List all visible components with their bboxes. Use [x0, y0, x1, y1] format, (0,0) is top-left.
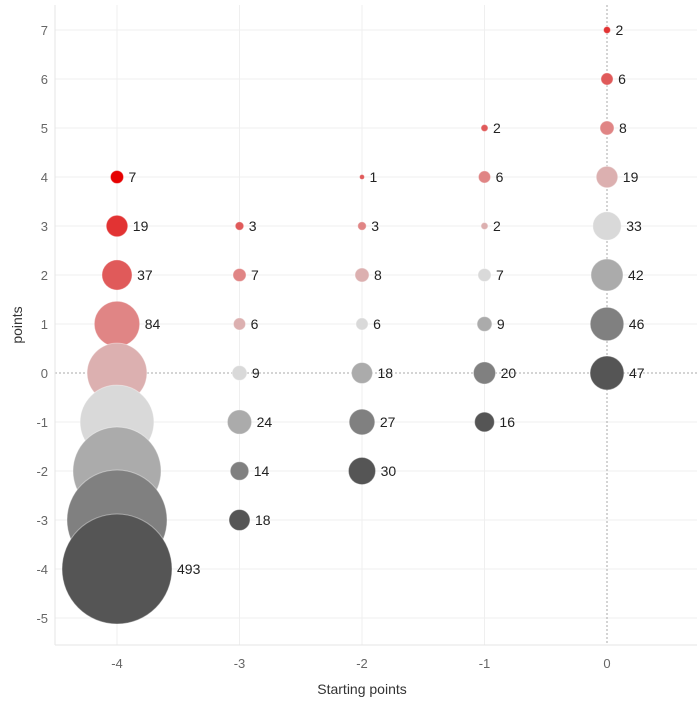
bubble	[589, 355, 625, 391]
bubble-label: 6	[251, 316, 259, 332]
bubble-label: 6	[496, 169, 504, 185]
bubble-label: 47	[629, 365, 645, 381]
y-tick-label: 7	[41, 23, 48, 38]
bubble-label: 42	[628, 267, 644, 283]
bubble-label: 24	[257, 414, 273, 430]
bubble-label: 30	[381, 463, 397, 479]
bubble-label: 2	[616, 22, 624, 38]
bubble	[354, 267, 370, 283]
x-tick-label: -4	[111, 656, 123, 671]
x-tick-label: -3	[234, 656, 246, 671]
bubble-label: 18	[255, 512, 271, 528]
bubble	[109, 169, 125, 185]
bubble	[472, 361, 497, 385]
bubble	[477, 267, 492, 283]
y-tick-label: 1	[41, 317, 48, 332]
bubble	[599, 120, 615, 136]
bubble	[350, 361, 374, 385]
y-tick-label: 0	[41, 366, 48, 381]
bubble	[105, 214, 129, 238]
bubble-label: 84	[145, 316, 161, 332]
bubble-label: 14	[254, 463, 270, 479]
bubble	[357, 221, 367, 231]
bubble	[232, 267, 247, 283]
bubble	[226, 409, 253, 435]
data-labels: 7193784493376924141813861827302627920162…	[129, 22, 645, 577]
bubble	[93, 300, 141, 348]
y-tick-label: -4	[36, 562, 48, 577]
bubble	[600, 72, 614, 86]
x-tick-label: -1	[479, 656, 491, 671]
y-tick-label: 2	[41, 268, 48, 283]
x-tick-label: 0	[603, 656, 610, 671]
bubble-label: 9	[252, 365, 260, 381]
bubble	[359, 174, 365, 180]
x-axis-ticks: -4 -3 -2 -1 0	[111, 656, 610, 671]
bubble-label: 6	[618, 71, 626, 87]
y-tick-label: -2	[36, 464, 48, 479]
bubble-label: 1	[369, 169, 377, 185]
bubble	[480, 123, 489, 133]
x-axis-title: Starting points	[317, 681, 407, 697]
y-tick-label: 3	[41, 219, 48, 234]
bubble-label: 37	[137, 267, 153, 283]
bubble	[476, 316, 493, 332]
bubble	[347, 456, 377, 486]
bubble	[348, 408, 376, 436]
bubble	[480, 221, 489, 231]
y-tick-label: -1	[36, 415, 48, 430]
y-tick-label: 4	[41, 170, 48, 185]
bubble	[592, 211, 622, 241]
y-tick-label: -5	[36, 611, 48, 626]
y-tick-label: 5	[41, 121, 48, 136]
bubble-label: 9	[497, 316, 505, 332]
y-tick-label: -3	[36, 513, 48, 528]
bubble-label: 7	[496, 267, 504, 283]
bubble-label: 7	[251, 267, 259, 283]
bubble-label: 493	[177, 561, 201, 577]
bubble-label: 8	[374, 267, 382, 283]
bubble-label: 46	[629, 316, 645, 332]
bubble-label: 19	[133, 218, 149, 234]
bubble	[477, 170, 492, 184]
bubble	[231, 365, 248, 381]
bubble-label: 6	[373, 316, 381, 332]
bubble	[595, 165, 619, 189]
bubble-label: 16	[499, 414, 515, 430]
bubble	[590, 258, 624, 292]
bubble-label: 20	[501, 365, 517, 381]
bubble-label: 7	[129, 169, 137, 185]
y-axis-ticks: 7 6 5 4 3 2 1 0 -1 -2 -3 -4 -5	[36, 23, 48, 626]
bubble-label: 2	[493, 218, 501, 234]
bubble-label: 33	[626, 218, 642, 234]
bubble-label: 27	[380, 414, 396, 430]
y-axis-title: points	[9, 306, 25, 343]
bubble-label: 3	[249, 218, 257, 234]
bubble	[61, 513, 173, 625]
bubble	[228, 508, 251, 532]
bubble	[474, 411, 495, 433]
bubble	[101, 259, 133, 291]
bubble-label: 3	[371, 218, 379, 234]
bubble	[355, 317, 369, 331]
bubble-label: 8	[619, 120, 627, 136]
bubble	[589, 306, 625, 342]
bubble-label: 19	[623, 169, 639, 185]
y-tick-label: 6	[41, 72, 48, 87]
bubble	[234, 221, 245, 231]
bubbles	[61, 25, 625, 625]
bubble-label: 2	[493, 120, 501, 136]
bubble-label: 18	[378, 365, 394, 381]
x-tick-label: -2	[356, 656, 368, 671]
bubble	[602, 25, 612, 35]
bubble	[232, 317, 247, 331]
bubble	[229, 461, 250, 481]
